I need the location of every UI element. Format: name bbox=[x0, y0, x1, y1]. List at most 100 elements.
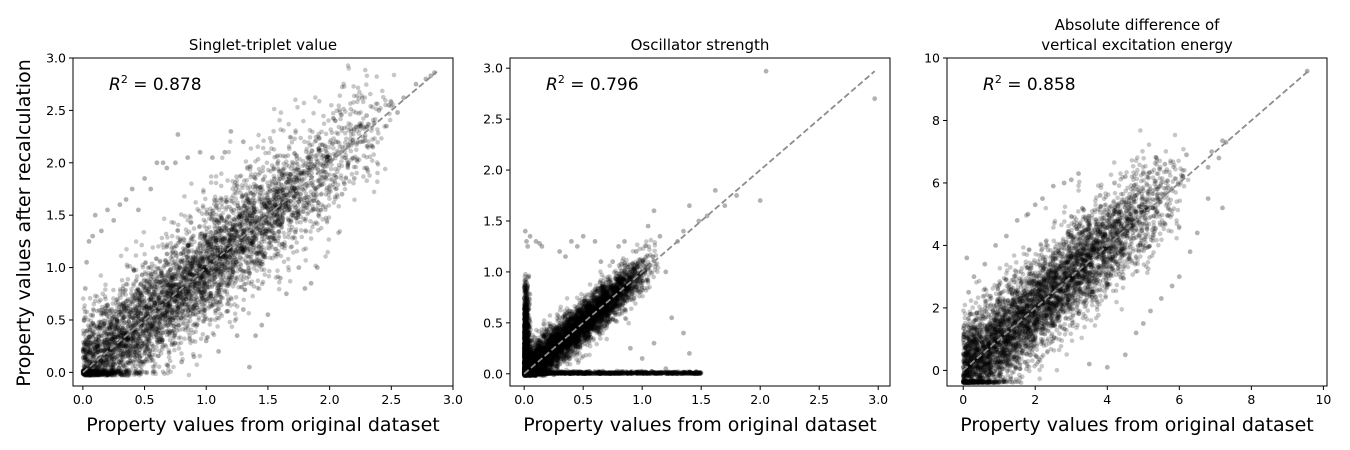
data-point bbox=[193, 267, 198, 273]
data-point bbox=[256, 251, 261, 257]
data-point bbox=[119, 278, 125, 283]
data-point bbox=[267, 200, 273, 206]
data-point bbox=[314, 198, 319, 203]
data-point bbox=[287, 279, 293, 284]
data-point bbox=[180, 296, 185, 302]
data-point bbox=[295, 161, 300, 167]
data-point bbox=[217, 273, 223, 278]
data-point bbox=[331, 185, 337, 190]
data-point bbox=[80, 355, 86, 360]
data-point bbox=[279, 171, 285, 177]
data-point bbox=[201, 274, 207, 279]
data-point bbox=[102, 321, 107, 327]
data-point bbox=[81, 331, 87, 336]
data-point bbox=[307, 127, 313, 133]
data-point bbox=[364, 144, 370, 149]
data-point bbox=[96, 372, 102, 378]
data-point bbox=[150, 271, 155, 277]
data-point bbox=[90, 355, 96, 360]
data-point bbox=[87, 373, 93, 378]
data-point bbox=[217, 299, 223, 305]
data-point bbox=[351, 84, 356, 89]
data-point bbox=[132, 323, 137, 328]
data-point bbox=[101, 369, 107, 375]
data-point bbox=[166, 355, 172, 360]
data-point bbox=[93, 370, 99, 376]
data-point bbox=[245, 261, 250, 266]
data-point bbox=[276, 169, 282, 175]
data-point bbox=[253, 219, 259, 224]
data-point bbox=[263, 204, 268, 210]
data-point bbox=[332, 180, 338, 185]
data-point bbox=[163, 282, 169, 288]
data-point bbox=[304, 194, 310, 200]
data-point bbox=[285, 216, 291, 221]
data-point bbox=[324, 220, 330, 225]
data-point bbox=[266, 199, 272, 204]
data-point bbox=[269, 163, 275, 168]
data-point bbox=[121, 341, 126, 347]
data-point bbox=[251, 204, 257, 210]
data-point bbox=[310, 203, 315, 209]
data-point bbox=[183, 291, 188, 296]
data-point bbox=[252, 198, 258, 204]
data-point bbox=[285, 208, 290, 213]
data-point bbox=[83, 351, 89, 357]
data-point bbox=[176, 341, 181, 347]
data-point bbox=[184, 270, 190, 276]
data-point bbox=[279, 195, 285, 201]
data-point bbox=[291, 250, 296, 255]
data-point bbox=[186, 268, 191, 273]
data-point bbox=[96, 338, 101, 344]
data-point bbox=[112, 322, 118, 328]
data-point bbox=[112, 331, 117, 337]
data-point bbox=[213, 295, 218, 301]
data-point bbox=[289, 224, 295, 230]
data-point bbox=[134, 371, 140, 376]
data-point bbox=[284, 180, 289, 185]
data-point bbox=[226, 279, 232, 285]
data-point bbox=[361, 139, 367, 144]
data-point bbox=[105, 345, 111, 351]
data-point bbox=[148, 348, 153, 353]
data-point bbox=[218, 183, 224, 189]
data-point bbox=[219, 201, 224, 206]
data-point bbox=[342, 130, 348, 136]
data-point bbox=[103, 330, 109, 335]
data-point bbox=[280, 176, 286, 181]
data-point bbox=[265, 226, 271, 232]
data-point bbox=[174, 315, 180, 320]
data-point bbox=[98, 349, 104, 354]
data-point bbox=[130, 359, 136, 364]
data-point bbox=[173, 295, 179, 300]
data-point bbox=[169, 219, 174, 225]
data-point bbox=[140, 360, 146, 366]
data-point bbox=[263, 218, 269, 223]
data-point bbox=[305, 155, 310, 161]
data-point bbox=[234, 217, 240, 223]
data-point bbox=[123, 354, 128, 360]
data-point bbox=[223, 255, 228, 260]
data-point bbox=[319, 129, 324, 135]
data-point bbox=[238, 243, 244, 248]
data-point bbox=[283, 181, 289, 186]
data-point bbox=[144, 322, 150, 327]
data-point bbox=[195, 322, 200, 327]
data-point bbox=[178, 259, 184, 265]
data-point bbox=[295, 208, 301, 214]
data-point bbox=[175, 296, 180, 302]
data-point bbox=[177, 318, 182, 324]
data-point bbox=[296, 212, 301, 217]
data-point bbox=[122, 368, 127, 374]
data-point bbox=[211, 197, 217, 203]
data-point bbox=[119, 303, 124, 308]
data-point bbox=[242, 213, 247, 218]
data-point bbox=[273, 182, 279, 188]
data-point bbox=[364, 73, 370, 79]
data-point bbox=[186, 273, 191, 278]
data-point bbox=[309, 180, 314, 186]
data-point bbox=[345, 165, 351, 171]
data-point bbox=[137, 347, 143, 353]
data-point bbox=[251, 195, 256, 201]
data-point bbox=[144, 312, 149, 317]
